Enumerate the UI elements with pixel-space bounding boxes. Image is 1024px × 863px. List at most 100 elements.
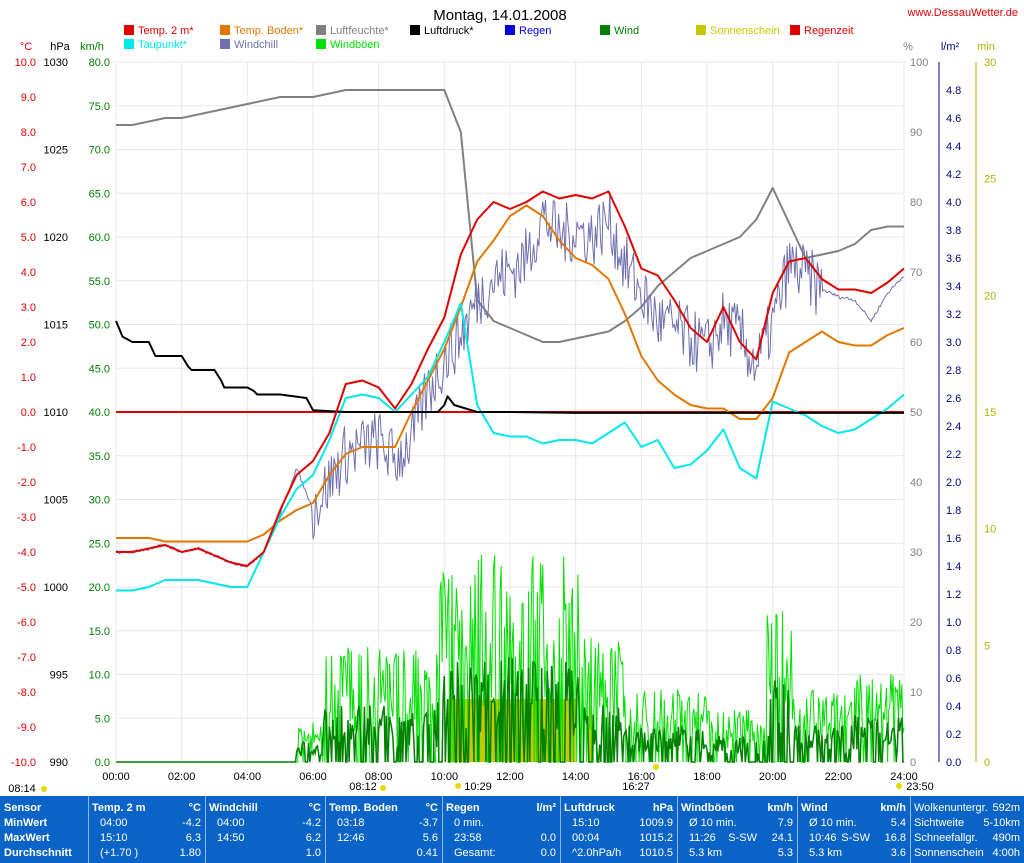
stat-row: MinWert — [4, 815, 84, 831]
stat-header-label: Luftdruck — [564, 802, 615, 814]
tick-label: 0.0 — [95, 757, 110, 769]
stat-cell-value: 1009.9 — [639, 817, 673, 829]
legend-swatch — [316, 25, 326, 35]
legend-swatch — [410, 25, 420, 35]
stat-header-label: Sensor — [4, 802, 42, 814]
stat-header: Temp. 2 m °C — [92, 800, 201, 816]
legend-swatch — [696, 25, 706, 35]
stat-cell-value: 24.1 — [771, 832, 793, 844]
stat-header: Luftdruck hPa — [564, 800, 673, 816]
tick-label: 2.0 — [21, 337, 36, 349]
stat-cell-label: 04:00 — [217, 817, 245, 829]
legend-label: Sonnenschein — [710, 25, 780, 37]
sun-marker-icon — [41, 786, 47, 792]
stat-cell-label: 04:00 — [100, 817, 128, 829]
tick-label: 0.6 — [946, 673, 961, 685]
axis-unit-label: min — [977, 41, 995, 53]
chart-title: Montag, 14.01.2008 — [433, 7, 566, 24]
tick-label: 0 — [910, 757, 916, 769]
stat-cell-value: 1010.5 — [639, 847, 673, 859]
x-tick-label: 08:00 — [365, 771, 393, 783]
x-tick-label: 10:00 — [431, 771, 459, 783]
stat-row: 5.3 km 5.3 — [681, 845, 793, 861]
tick-label: 1030 — [44, 57, 68, 69]
tick-label: -9.0 — [17, 722, 36, 734]
stat-block: Temp. Boden °C 03:18 -3.7 12:46 5.6 0.41 — [325, 796, 443, 863]
axis-ticks: 10.0 9.0 8.0 7.0 6.0 5.0 4.0 3.0 2.0 1.0 0.0 -1.0 -2… — [11, 57, 996, 769]
time-marker: 08:14 — [8, 783, 36, 795]
time-markers: 08:14 08:12 10:29 16:27 23:50 — [8, 764, 934, 795]
tick-label: 55.0 — [89, 276, 110, 288]
tick-label: -4.0 — [17, 547, 36, 559]
stat-cell-value: 592m — [992, 802, 1020, 814]
x-tick-label: 20:00 — [759, 771, 787, 783]
sunshine-bar — [588, 706, 593, 762]
stat-row: MaxWert — [4, 830, 84, 846]
stat-header: Temp. Boden °C — [329, 800, 438, 816]
stat-cell-label: Gesamt: — [454, 847, 496, 859]
stat-header-label: Temp. Boden — [329, 802, 398, 814]
tick-label: 1.0 — [21, 372, 36, 384]
tick-label: 0.4 — [946, 701, 961, 713]
x-tick-label: 24:00 — [890, 771, 918, 783]
stat-row: Sichtweite 5-10km — [914, 815, 1020, 831]
tick-label: 40.0 — [89, 407, 110, 419]
tick-label: -7.0 — [17, 652, 36, 664]
stat-cell-label: 23:58 — [454, 832, 482, 844]
stat-row: 0.41 — [329, 845, 438, 861]
axis-unit-label: km/h — [80, 41, 104, 53]
stat-cell-value: 6.2 — [305, 832, 321, 844]
tick-label: -5.0 — [17, 582, 36, 594]
stat-cell-label: 00:04 — [572, 832, 600, 844]
tick-label: 10 — [984, 524, 996, 536]
tick-label: 1005 — [44, 495, 68, 507]
tick-label: -6.0 — [17, 617, 36, 629]
tick-label: 100 — [910, 57, 928, 69]
legend-label: Taupunkt* — [138, 39, 188, 51]
stat-row: 1.0 — [209, 845, 321, 861]
legend-label: Wind — [614, 25, 639, 37]
tick-label: 60 — [910, 337, 922, 349]
tick-label: 30.0 — [89, 495, 110, 507]
site-link[interactable]: www.DessauWetter.de — [907, 7, 1018, 19]
stat-cell-value: 4:00h — [992, 847, 1020, 859]
legend-label: Luftdruck* — [424, 25, 474, 37]
stat-row: 15:10 1009.9 — [564, 815, 673, 831]
stat-block: Windchill °C 04:00 -4.2 14:50 6.2 1.0 — [205, 796, 326, 863]
stat-header-unit: °C — [188, 802, 201, 814]
tick-label: -3.0 — [17, 512, 36, 524]
tick-label: 3.2 — [946, 309, 961, 321]
tick-label: -10.0 — [11, 757, 36, 769]
stat-cell-label: Sichtweite — [914, 817, 965, 829]
tick-label: 3.8 — [946, 225, 961, 237]
stat-cell-value: 1015.2 — [639, 832, 673, 844]
stat-cell-value: 16.8 — [884, 832, 906, 844]
tick-label: 80.0 — [89, 57, 110, 69]
stat-cell-label: Wolkenuntergr. — [914, 802, 988, 814]
stat-row: Gesamt: 0.0 — [446, 845, 556, 861]
stat-cell-value: 6.3 — [185, 832, 201, 844]
stat-cell-value: 490m — [992, 832, 1020, 844]
tick-label: 0.0 — [946, 757, 961, 769]
x-tick-label: 18:00 — [693, 771, 721, 783]
tick-label: 0.8 — [946, 645, 961, 657]
stat-cell-label: Ø 10 min. — [809, 817, 857, 829]
stat-cell-label: MaxWert — [4, 832, 50, 844]
stat-row: 00:04 1015.2 — [564, 830, 673, 846]
tick-label: 1000 — [44, 582, 68, 594]
tick-label: 10.0 — [89, 670, 110, 682]
stat-row: Ø 10 min. 7.9 — [681, 815, 793, 831]
stat-cell-value: 1.0 — [305, 847, 321, 859]
tick-label: 20.0 — [89, 582, 110, 594]
tick-label: 5 — [984, 640, 990, 652]
tick-label: 3.6 — [946, 253, 961, 265]
stat-block: Wolkenuntergr. 592m Sichtweite 5-10km Schnee… — [910, 796, 1024, 863]
tick-label: 50 — [910, 407, 922, 419]
x-tick-label: 04:00 — [234, 771, 262, 783]
axis-labels: °C hPa km/h% l/m² min — [20, 41, 995, 53]
series-line-soil — [116, 204, 905, 543]
tick-label: 5.0 — [95, 713, 110, 725]
weather-chart: Montag, 14.01.2008 www.DessauWetter.de T… — [8, 7, 1018, 795]
tick-label: 1.2 — [946, 589, 961, 601]
series-line-dewpoint — [116, 302, 905, 592]
